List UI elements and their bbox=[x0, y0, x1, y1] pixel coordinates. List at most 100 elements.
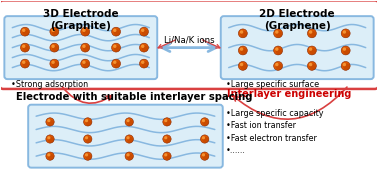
Circle shape bbox=[141, 29, 148, 36]
Circle shape bbox=[51, 45, 55, 48]
Circle shape bbox=[114, 45, 120, 52]
Text: •Large specific capacity
•Fast ion transfer
•Fast electron transfer
•......: •Large specific capacity •Fast ion trans… bbox=[226, 109, 323, 155]
Circle shape bbox=[164, 119, 167, 122]
Circle shape bbox=[200, 118, 209, 126]
Circle shape bbox=[47, 136, 50, 139]
Circle shape bbox=[202, 120, 209, 126]
Circle shape bbox=[81, 27, 90, 36]
Circle shape bbox=[307, 61, 316, 70]
Circle shape bbox=[239, 61, 247, 70]
Circle shape bbox=[163, 118, 171, 126]
FancyBboxPatch shape bbox=[28, 105, 223, 168]
Circle shape bbox=[113, 61, 116, 64]
Text: •Large specific surface: •Large specific surface bbox=[226, 80, 319, 89]
Text: •Strong adsorption: •Strong adsorption bbox=[11, 80, 88, 89]
Circle shape bbox=[114, 29, 120, 36]
Circle shape bbox=[85, 137, 92, 143]
Circle shape bbox=[114, 61, 120, 68]
Circle shape bbox=[240, 48, 243, 51]
Circle shape bbox=[46, 118, 54, 126]
FancyBboxPatch shape bbox=[5, 16, 157, 79]
Circle shape bbox=[82, 61, 86, 64]
Circle shape bbox=[51, 29, 55, 32]
Circle shape bbox=[47, 153, 50, 156]
Circle shape bbox=[82, 29, 86, 32]
Circle shape bbox=[50, 43, 59, 52]
Circle shape bbox=[341, 29, 350, 38]
Circle shape bbox=[81, 59, 90, 68]
Circle shape bbox=[239, 29, 247, 38]
Circle shape bbox=[83, 45, 90, 52]
Circle shape bbox=[163, 135, 171, 143]
Circle shape bbox=[127, 119, 130, 122]
Circle shape bbox=[125, 118, 133, 126]
Circle shape bbox=[164, 136, 167, 139]
Circle shape bbox=[112, 59, 121, 68]
Circle shape bbox=[202, 153, 205, 156]
Circle shape bbox=[46, 135, 54, 143]
Circle shape bbox=[165, 154, 171, 160]
Circle shape bbox=[202, 119, 205, 122]
Circle shape bbox=[141, 45, 148, 52]
Circle shape bbox=[83, 29, 90, 36]
Circle shape bbox=[276, 63, 282, 70]
Circle shape bbox=[22, 61, 25, 64]
Circle shape bbox=[202, 136, 205, 139]
Circle shape bbox=[47, 119, 50, 122]
Circle shape bbox=[127, 120, 133, 126]
Circle shape bbox=[240, 30, 243, 34]
Circle shape bbox=[23, 61, 29, 68]
Circle shape bbox=[275, 48, 279, 51]
Circle shape bbox=[276, 48, 282, 55]
Text: 3D Electrode
(Graphite): 3D Electrode (Graphite) bbox=[43, 9, 119, 31]
Circle shape bbox=[85, 120, 92, 126]
Circle shape bbox=[341, 46, 350, 55]
Circle shape bbox=[164, 153, 167, 156]
Circle shape bbox=[50, 27, 59, 36]
Circle shape bbox=[48, 137, 54, 143]
Circle shape bbox=[81, 43, 90, 52]
Text: Interlayer engineering: Interlayer engineering bbox=[227, 89, 352, 99]
Circle shape bbox=[46, 152, 54, 160]
Circle shape bbox=[239, 46, 247, 55]
Circle shape bbox=[341, 61, 350, 70]
Circle shape bbox=[112, 27, 121, 36]
Circle shape bbox=[163, 152, 171, 160]
Circle shape bbox=[343, 31, 350, 38]
Circle shape bbox=[309, 48, 312, 51]
Circle shape bbox=[343, 63, 350, 70]
Circle shape bbox=[85, 119, 88, 122]
Circle shape bbox=[310, 63, 316, 70]
Text: Electrode with suitable interlayer spacing: Electrode with suitable interlayer spaci… bbox=[16, 92, 253, 102]
Text: 2D Electrode
(Graphene): 2D Electrode (Graphene) bbox=[259, 9, 335, 31]
Circle shape bbox=[309, 63, 312, 66]
Circle shape bbox=[84, 135, 92, 143]
Circle shape bbox=[274, 61, 283, 70]
Circle shape bbox=[22, 45, 25, 48]
Circle shape bbox=[141, 45, 144, 48]
Circle shape bbox=[112, 43, 121, 52]
Circle shape bbox=[20, 27, 29, 36]
Circle shape bbox=[113, 45, 116, 48]
Circle shape bbox=[85, 154, 92, 160]
Circle shape bbox=[127, 153, 130, 156]
Circle shape bbox=[83, 61, 90, 68]
Circle shape bbox=[307, 46, 316, 55]
Circle shape bbox=[343, 63, 346, 66]
Circle shape bbox=[113, 29, 116, 32]
Circle shape bbox=[343, 48, 350, 55]
Circle shape bbox=[139, 27, 149, 36]
Circle shape bbox=[139, 43, 149, 52]
Circle shape bbox=[275, 30, 279, 34]
Circle shape bbox=[343, 30, 346, 34]
Circle shape bbox=[127, 136, 130, 139]
Circle shape bbox=[274, 29, 283, 38]
Circle shape bbox=[23, 29, 29, 36]
Circle shape bbox=[200, 152, 209, 160]
Circle shape bbox=[240, 31, 247, 38]
Circle shape bbox=[127, 154, 133, 160]
Circle shape bbox=[84, 152, 92, 160]
Circle shape bbox=[240, 63, 243, 66]
Circle shape bbox=[202, 137, 209, 143]
Circle shape bbox=[127, 137, 133, 143]
